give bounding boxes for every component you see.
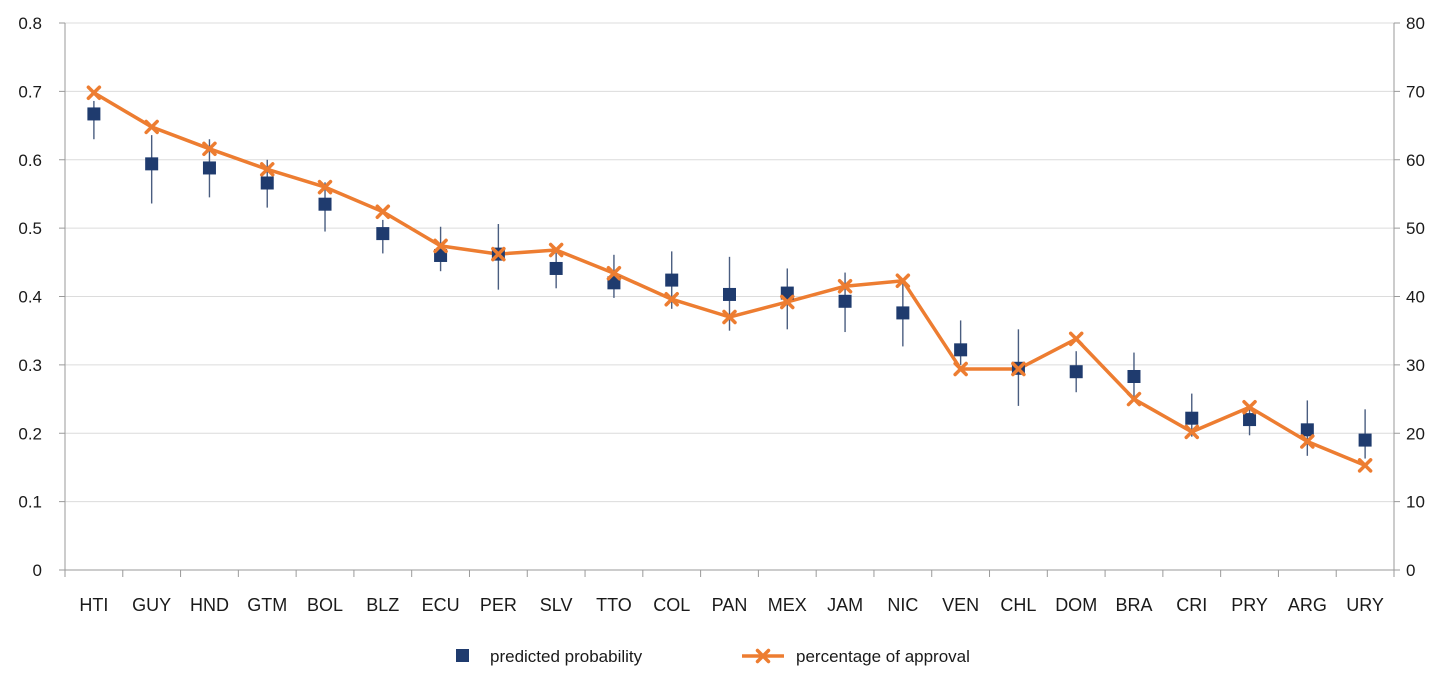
y-left-tick-label: 0.4 <box>18 288 42 307</box>
y-left-tick-label: 0.2 <box>18 424 42 443</box>
approval-point <box>548 242 564 258</box>
x-tick-label: COL <box>653 595 690 615</box>
approval-point <box>664 291 679 307</box>
legend-layer: predicted probability percentage of appr… <box>456 647 970 666</box>
y-right-tick-label: 60 <box>1406 151 1425 170</box>
predicted-probability-point <box>1358 433 1372 447</box>
predicted-probability-point <box>954 343 968 357</box>
x-tick-label: MEX <box>768 595 807 615</box>
x-tick-label: ECU <box>422 595 460 615</box>
x-tick-label: TTO <box>596 595 632 615</box>
approval-point <box>433 238 448 254</box>
x-tick-label: BRA <box>1115 595 1152 615</box>
predicted-probability-point <box>723 287 736 301</box>
x-tick-label: BLZ <box>366 595 399 615</box>
y-right-tick-label: 80 <box>1406 14 1425 33</box>
predicted-probability-point <box>1300 423 1314 437</box>
x-tick-label: PER <box>480 595 517 615</box>
y-left-tick-label: 0.1 <box>18 493 42 512</box>
predicted-probability-point <box>549 261 563 275</box>
x-tick-label: CRI <box>1176 595 1207 615</box>
y-right-tick-label: 0 <box>1406 561 1415 580</box>
x-tick-label: NIC <box>887 595 918 615</box>
approval-point <box>722 309 737 325</box>
y-left-tick-label: 0.6 <box>18 151 42 170</box>
predicted-probability-point <box>434 248 448 262</box>
y-right-tick-label: 20 <box>1406 424 1425 443</box>
predicted-probability-point <box>896 306 910 320</box>
approval-point <box>1184 424 1200 440</box>
x-tick-label: PAN <box>712 595 748 615</box>
x-tick-label: BOL <box>307 595 343 615</box>
approval-point <box>259 162 275 177</box>
y-left-tick-label: 0.5 <box>18 219 42 238</box>
approval-point <box>606 266 622 281</box>
approval-point <box>144 119 159 135</box>
legend-marker-approval <box>755 648 771 664</box>
predicted-probability-point <box>1243 413 1257 427</box>
errorbar-layer <box>93 100 1366 459</box>
approval-point <box>780 294 795 310</box>
approval-point <box>1300 434 1315 449</box>
predicted-probability-point <box>607 276 621 290</box>
approval-point <box>202 141 217 157</box>
x-tick-label: PRY <box>1231 595 1268 615</box>
y-left-tick-label: 0.7 <box>18 82 42 101</box>
label-layer: 0 0 0.1 10 0.2 20 0.3 30 0.4 40 0.5 50 0.6 60 0.7 70 0.8… <box>18 14 1425 615</box>
y-right-tick-label: 50 <box>1406 219 1425 238</box>
approval-point <box>1011 361 1026 377</box>
x-tick-label: DOM <box>1055 595 1097 615</box>
y-right-tick-label: 40 <box>1406 288 1425 307</box>
approval-point <box>895 273 911 289</box>
axes-layer <box>59 22 1400 577</box>
approval-point <box>491 246 506 262</box>
y-left-tick-label: 0 <box>33 561 42 580</box>
approval-point <box>1068 331 1084 347</box>
approval-point <box>1242 400 1257 415</box>
y-right-tick-label: 30 <box>1406 356 1425 375</box>
legend-marker-predicted <box>456 649 469 662</box>
y-right-tick-label: 10 <box>1406 493 1425 512</box>
y-left-tick-label: 0.8 <box>18 14 42 33</box>
predicted-probability-point <box>318 197 332 211</box>
x-tick-label: CHL <box>1000 595 1036 615</box>
approval-point <box>953 361 968 377</box>
x-tick-label: ARG <box>1288 595 1327 615</box>
approval-point <box>1357 458 1373 473</box>
x-tick-label: JAM <box>827 595 863 615</box>
predicted-probability-point <box>1185 411 1199 425</box>
predicted-probability-point <box>665 273 679 287</box>
x-tick-label: GTM <box>247 595 287 615</box>
x-tick-label: URY <box>1346 595 1384 615</box>
predicted-probability-point <box>376 227 390 241</box>
y-left-tick-label: 0.3 <box>18 356 42 375</box>
y-right-tick-label: 70 <box>1406 82 1425 101</box>
approval-point <box>317 179 333 195</box>
predicted-probability-point <box>1127 369 1141 383</box>
x-tick-label: SLV <box>540 595 573 615</box>
marker-layer <box>86 85 1373 473</box>
approval-point <box>1126 391 1142 407</box>
x-tick-label: HTI <box>79 595 108 615</box>
approval-point <box>375 204 391 219</box>
predicted-probability-point <box>145 157 159 171</box>
legend-label-approval: percentage of approval <box>796 647 970 666</box>
grid-layer <box>65 22 1394 503</box>
x-tick-label: HND <box>190 595 229 615</box>
predicted-probability-point <box>838 294 852 308</box>
legend-label-predicted: predicted probability <box>490 647 643 666</box>
predicted-probability-point <box>202 161 216 175</box>
approval-point <box>86 85 102 100</box>
predicted-probability-point <box>260 176 274 190</box>
predicted-probability-point <box>1069 365 1083 379</box>
x-tick-label: VEN <box>942 595 979 615</box>
approval-point <box>837 278 853 294</box>
predicted-probability-point <box>87 107 101 121</box>
x-tick-label: GUY <box>132 595 171 615</box>
